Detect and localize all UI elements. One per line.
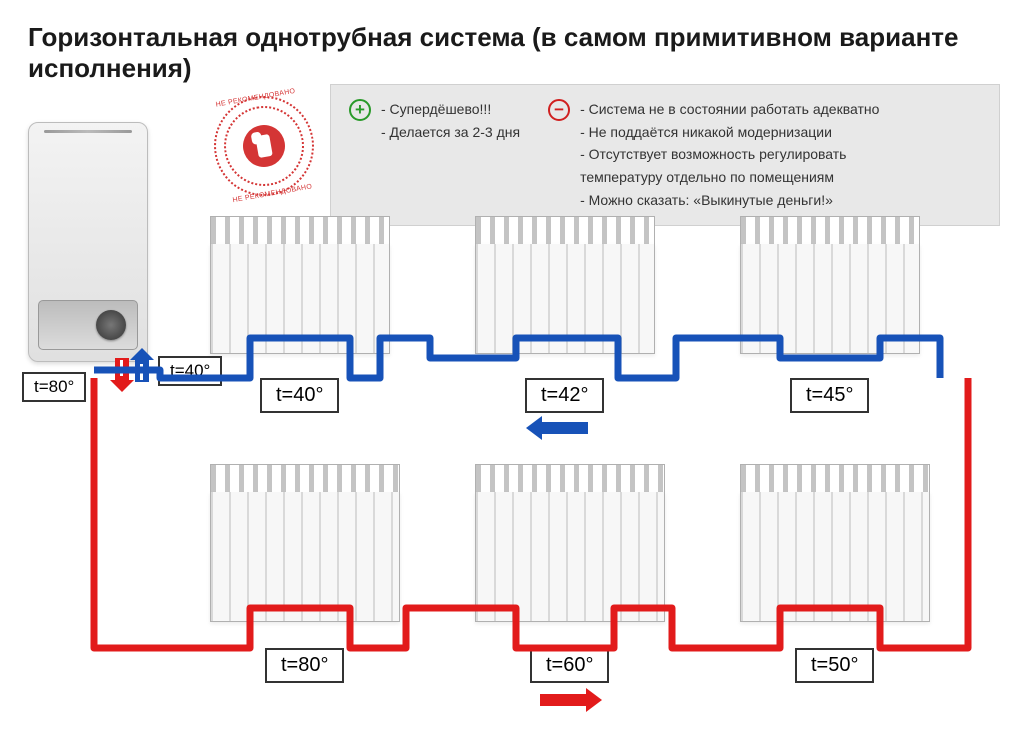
cons-item: - Система не в состоянии работать адеква… [580, 99, 879, 121]
radiator [475, 464, 665, 622]
radiator-temp: t=42° [525, 378, 604, 413]
flow-left-icon [540, 422, 588, 434]
boiler [28, 122, 148, 362]
radiator [475, 216, 655, 354]
radiator [740, 216, 920, 354]
pros-item: - Супердёшево!!! [381, 99, 520, 121]
arrow-down-icon [115, 358, 129, 382]
not-recommended-stamp: НЕ РЕКОМЕНДОВАНО НЕ РЕКОМЕНДОВАНО [206, 88, 322, 204]
cons-item: - Отсутствует возможность регулировать [580, 144, 879, 166]
radiator-temp: t=60° [530, 648, 609, 683]
flow-right-icon [540, 694, 588, 706]
radiator [210, 216, 390, 354]
cons-item: - Можно сказать: «Выкинутые деньги!» [580, 190, 879, 212]
cons-item: температуру отдельно по помещениям [580, 167, 879, 189]
thumbs-down-icon [240, 122, 289, 171]
radiator-temp: t=80° [265, 648, 344, 683]
pros-item: - Делается за 2-3 дня [381, 122, 520, 144]
boiler-out-temp: t=80° [22, 372, 86, 402]
radiator-temp: t=45° [790, 378, 869, 413]
boiler-in-temp: t=40° [158, 356, 222, 386]
pros-cons-box: + - Супердёшево!!! - Делается за 2-3 дня… [330, 84, 1000, 226]
cons-list: - Система не в состоянии работать адеква… [580, 99, 879, 211]
radiator [740, 464, 930, 622]
plus-icon: + [349, 99, 371, 121]
cons-column: − - Система не в состоянии работать адек… [548, 99, 879, 211]
radiator [210, 464, 400, 622]
page-title: Горизонтальная однотрубная система (в са… [28, 22, 1024, 84]
arrow-up-icon [135, 358, 149, 382]
minus-icon: − [548, 99, 570, 121]
radiator-temp: t=40° [260, 378, 339, 413]
radiator-temp: t=50° [795, 648, 874, 683]
pros-list: - Супердёшево!!! - Делается за 2-3 дня [381, 99, 520, 211]
cons-item: - Не поддаётся никакой модернизации [580, 122, 879, 144]
boiler-flow-arrows [115, 358, 149, 382]
pros-column: + - Супердёшево!!! - Делается за 2-3 дня [349, 99, 520, 211]
